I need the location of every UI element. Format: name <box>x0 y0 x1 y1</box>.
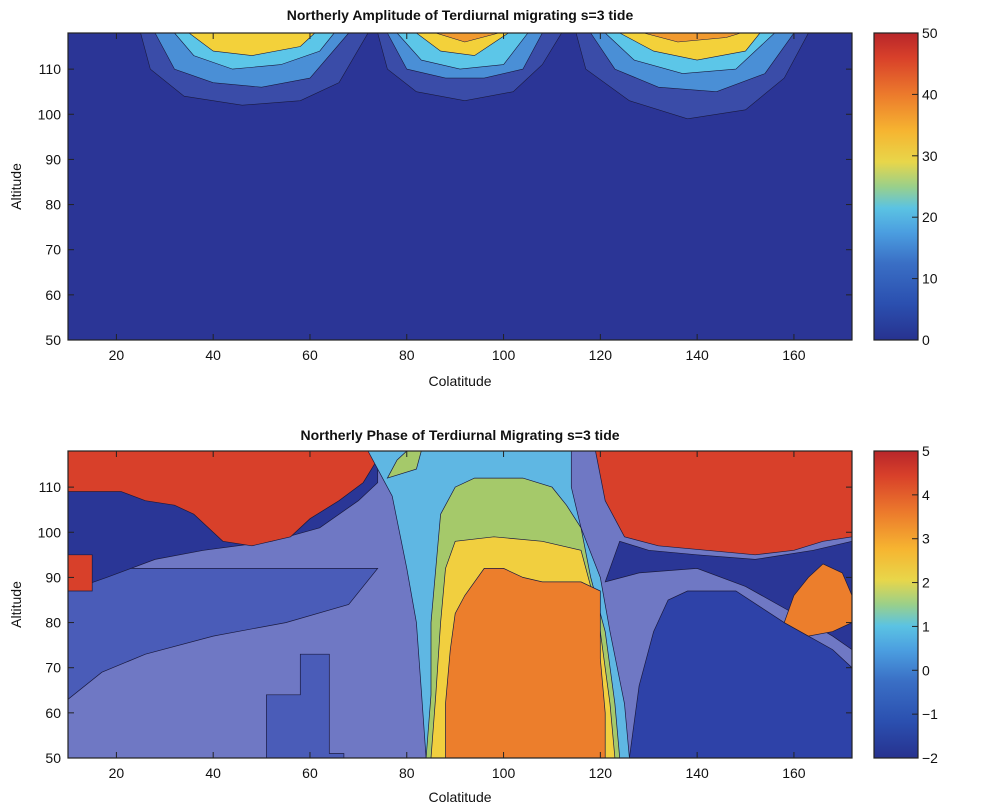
y-tick-label: 60 <box>45 705 61 721</box>
phase-region-left-low <box>266 653 345 759</box>
colorbar-tick-label: 2 <box>922 575 930 591</box>
colorbar-tick-label: −1 <box>922 706 938 722</box>
x-tick-label: 160 <box>782 765 806 781</box>
colorbar-tick-label: 10 <box>922 271 938 287</box>
y-axis-label: Altitude <box>8 163 24 210</box>
y-tick-label: 70 <box>45 242 61 258</box>
phase-region-right-orange <box>783 563 853 637</box>
y-tick-label: 110 <box>39 61 62 77</box>
amplitude-heatmap <box>68 32 852 340</box>
chart-title: Northerly Phase of Terdiurnal Migrating … <box>300 427 619 443</box>
y-tick-label: 100 <box>38 524 62 540</box>
colorbar-tick-label: 5 <box>922 443 930 459</box>
x-tick-label: 100 <box>492 347 516 363</box>
y-axis-label: Altitude <box>8 581 24 628</box>
colorbar-tick-label: 20 <box>922 209 938 225</box>
chart-title: Northerly Amplitude of Terdiurnal migrat… <box>287 7 634 23</box>
x-tick-label: 80 <box>399 765 415 781</box>
x-tick-label: 80 <box>399 347 415 363</box>
colorbar-tick-label: 30 <box>922 148 938 164</box>
plot-frame <box>67 450 853 759</box>
x-tick-label: 100 <box>492 765 516 781</box>
colorbar-tick-label: 3 <box>922 531 930 547</box>
y-tick-label: 70 <box>45 660 61 676</box>
y-tick-label: 100 <box>38 106 62 122</box>
y-tick-label: 60 <box>45 287 61 303</box>
y-tick-label: 80 <box>45 615 61 631</box>
y-tick-label: 110 <box>39 479 62 495</box>
x-tick-label: 40 <box>205 347 221 363</box>
y-tick-label: 90 <box>45 151 61 167</box>
plot-frame <box>67 32 853 341</box>
colorbar-tick-label: 0 <box>922 332 930 348</box>
x-tick-label: 120 <box>589 347 613 363</box>
x-tick-label: 60 <box>302 347 318 363</box>
colorbar-tick-label: 40 <box>922 86 938 102</box>
x-tick-label: 60 <box>302 765 318 781</box>
x-tick-label: 140 <box>685 765 709 781</box>
colorbar-tick-label: −2 <box>922 750 938 766</box>
y-tick-label: 80 <box>45 197 61 213</box>
y-tick-label: 90 <box>45 569 61 585</box>
y-tick-label: 50 <box>45 332 61 348</box>
phase-heatmap <box>67 450 853 759</box>
x-tick-label: 20 <box>109 765 125 781</box>
x-axis-label: Colatitude <box>428 789 491 805</box>
x-tick-label: 140 <box>685 347 709 363</box>
x-tick-label: 40 <box>205 765 221 781</box>
colorbar-tick-label: 50 <box>922 25 938 41</box>
phase-region-center-core <box>445 568 606 759</box>
phase-region-left-red-small <box>67 554 93 592</box>
phase-region-right-red <box>595 450 853 556</box>
x-tick-label: 20 <box>109 347 125 363</box>
x-tick-label: 160 <box>782 347 806 363</box>
colorbar <box>873 32 919 341</box>
x-tick-label: 120 <box>589 765 613 781</box>
y-tick-label: 50 <box>45 750 61 766</box>
x-axis-label: Colatitude <box>428 373 491 389</box>
colorbar-tick-label: 4 <box>922 487 930 503</box>
colorbar-tick-label: 1 <box>922 618 930 634</box>
colorbar-tick-label: 0 <box>922 662 930 678</box>
phase-region-left-mid <box>67 568 379 701</box>
colorbar <box>873 450 919 759</box>
